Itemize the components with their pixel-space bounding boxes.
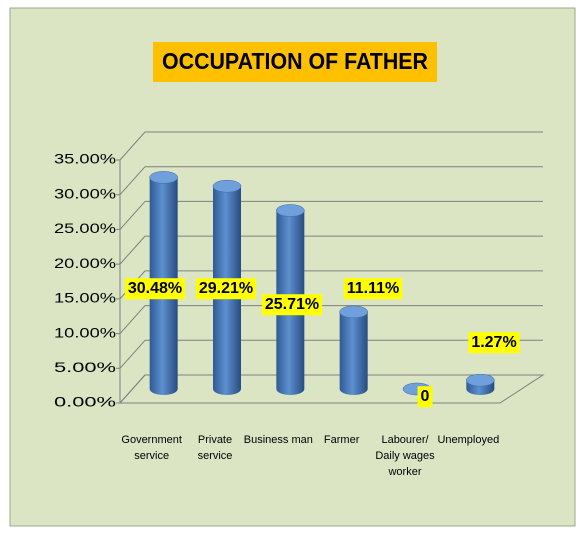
x-tick-label: Private service (197, 434, 233, 462)
data-label-box (261, 294, 323, 316)
y-tick-label: 25.00% (54, 220, 116, 236)
data-label: 30.48% (128, 280, 182, 297)
data-label-box (468, 332, 520, 354)
title-box (153, 42, 437, 82)
y-tick-label: 20.00% (54, 255, 116, 271)
y-tick-label: 10.00% (54, 324, 116, 340)
bar-top (276, 204, 305, 217)
x-tick-label: Government service (121, 434, 182, 462)
y-tick-label: 35.00% (54, 151, 116, 167)
grid-line (119, 305, 146, 334)
bar-top (212, 179, 242, 193)
grid-line (119, 201, 146, 230)
grid-line (119, 166, 146, 196)
data-label-box (195, 278, 257, 300)
x-tick-label: Business man (243, 434, 313, 446)
bar-top (466, 373, 495, 387)
bar (339, 305, 368, 395)
x-tick-label: Labourer/ Daily wages worker (375, 434, 435, 478)
data-label-box (417, 386, 433, 408)
data-label: 1.27% (471, 334, 516, 351)
x-tick-label: Unemployed (437, 434, 500, 446)
bar-top (339, 305, 368, 319)
y-tick-label: 30.00% (54, 185, 116, 201)
y-tick-label: 15.00% (54, 290, 116, 306)
y-tick-label: 0.00% (54, 394, 116, 410)
bar-top (149, 171, 178, 184)
data-label: 0 (421, 388, 430, 405)
grid-line (119, 131, 146, 161)
data-label: 25.71% (265, 296, 319, 313)
data-label-box (124, 278, 186, 300)
data-label-box (343, 278, 403, 300)
data-label: 11.11% (347, 280, 400, 297)
chart-title: OCCUPATION OF FATHER (162, 48, 428, 74)
grid-line (119, 374, 146, 404)
data-label: 29.21% (199, 280, 253, 297)
x-tick-label: Farmer (323, 434, 360, 446)
y-tick-label: 5.00% (54, 359, 116, 375)
grid-line (119, 339, 146, 369)
grid-line (119, 235, 146, 265)
